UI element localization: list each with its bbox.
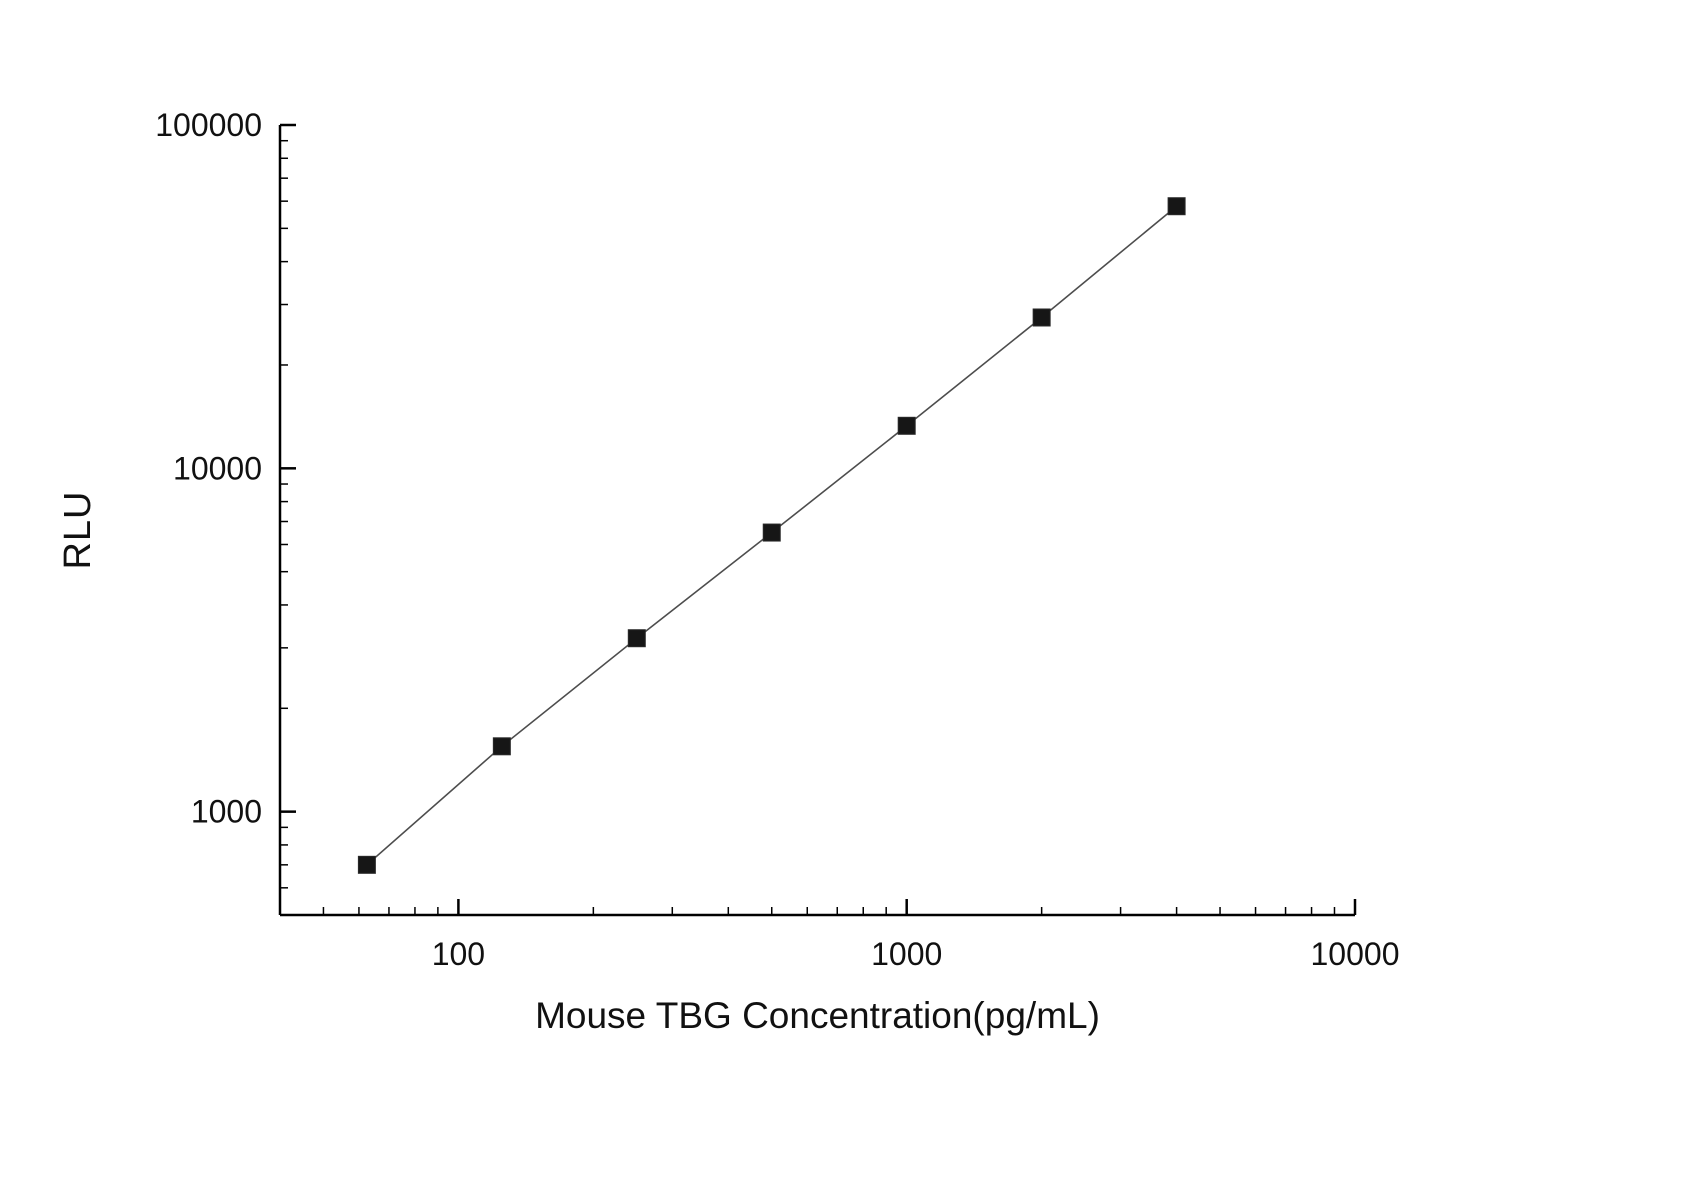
y-tick-label: 100000 [155,107,262,143]
data-point-marker [627,629,646,648]
y-axis-title: RLU [57,490,99,570]
data-point-marker [762,523,781,542]
data-point-marker [1167,197,1186,216]
x-tick-label: 10000 [1311,936,1400,972]
y-tick-label: 1000 [191,794,262,830]
x-axis-title: Mouse TBG Concentration(pg/mL) [535,995,1100,1036]
y-tick-label: 10000 [173,450,262,486]
x-tick-label: 100 [432,936,485,972]
data-point-marker [897,416,916,435]
data-point-marker [492,737,511,756]
x-tick-label: 1000 [871,936,942,972]
data-point-marker [357,855,376,874]
data-point-marker [1032,308,1051,327]
